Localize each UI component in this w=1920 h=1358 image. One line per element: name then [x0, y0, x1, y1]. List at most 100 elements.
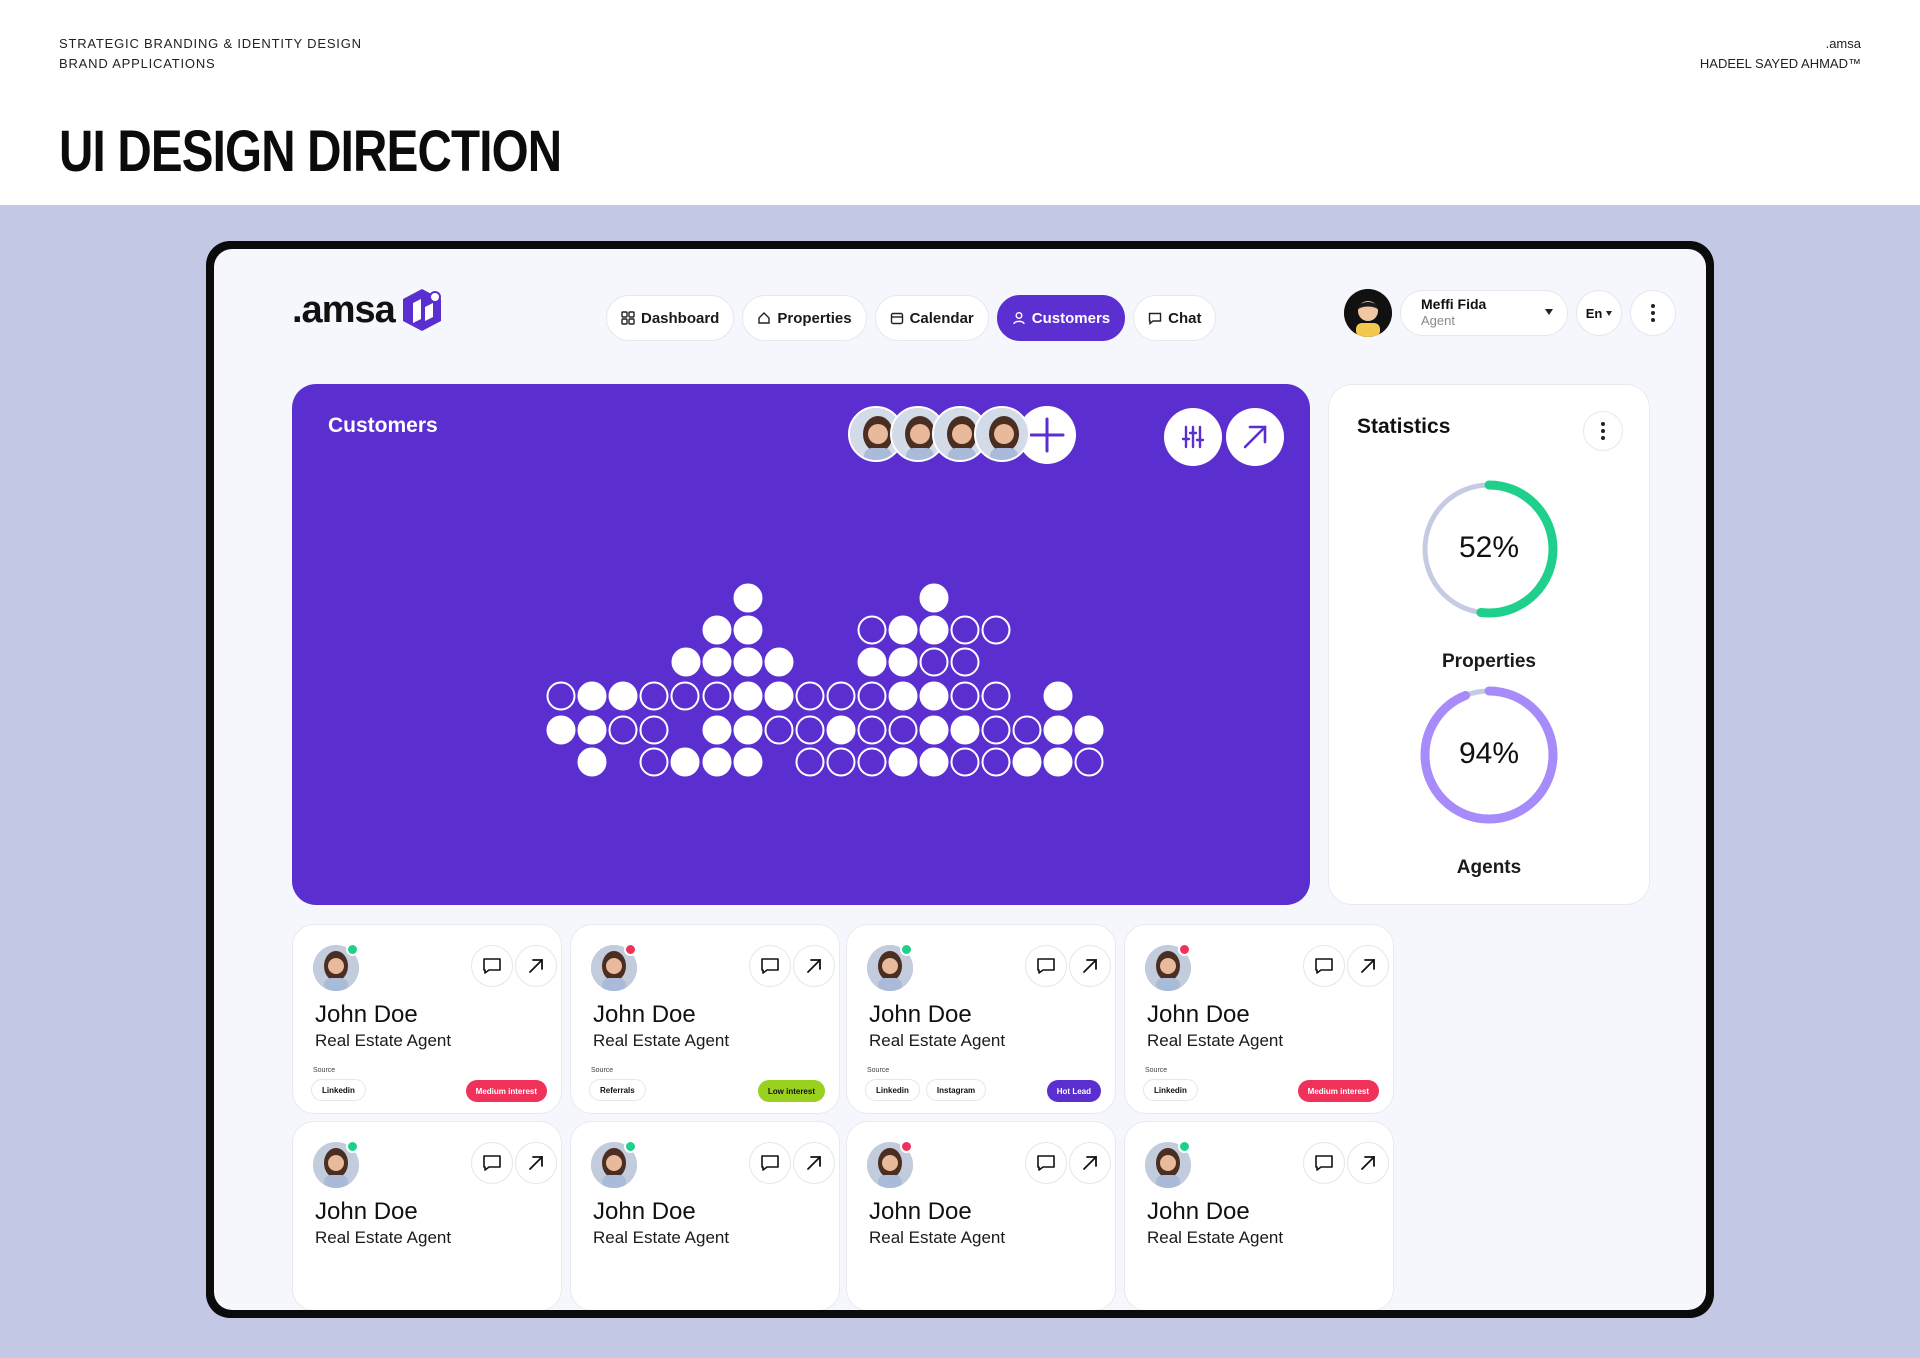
person-photo-icon: [1145, 1142, 1191, 1188]
customers-panel: Customers: [292, 384, 1310, 905]
filled-dot: [857, 647, 887, 677]
outline-dot: [950, 647, 980, 677]
user-name: Meffi Fida: [1421, 296, 1487, 312]
properties-label: Properties: [1442, 651, 1536, 672]
properties-ring-progress: [1420, 480, 1558, 618]
app-logo[interactable]: .amsa: [292, 287, 445, 333]
arrow-up-right-icon: [1361, 959, 1375, 973]
customer-card[interactable]: John Doe Real Estate Agent: [846, 1121, 1116, 1310]
statistics-more-button[interactable]: [1583, 411, 1623, 451]
outline-dot: [981, 615, 1011, 645]
language-selector[interactable]: En: [1576, 290, 1622, 336]
customer-card-avatar[interactable]: [1145, 1142, 1191, 1188]
status-dot: [900, 1140, 913, 1153]
chat-icon: [1037, 1155, 1055, 1171]
source-tag: Referrals: [589, 1079, 646, 1101]
chat-icon: [761, 1155, 779, 1171]
message-button[interactable]: [1303, 945, 1345, 987]
outline-dot: [826, 747, 856, 777]
arrow-up-right-icon: [807, 1156, 821, 1170]
source-label: Source: [313, 1067, 336, 1074]
source-label: Source: [867, 1067, 890, 1074]
filter-button[interactable]: [1164, 408, 1222, 466]
source-tags: Referrals: [589, 1079, 646, 1101]
customer-role: Real Estate Agent: [1147, 1031, 1284, 1050]
customer-card[interactable]: John Doe Real Estate Agent Source Linkedin M…: [1124, 924, 1394, 1114]
message-button[interactable]: [471, 1142, 513, 1184]
open-customer-button[interactable]: [515, 945, 557, 987]
open-customer-button[interactable]: [1347, 945, 1389, 987]
filled-dot: [733, 747, 763, 777]
agents-ring-chart: [1420, 686, 1558, 824]
app-screen: .amsa Dashboard Properties Calendar: [214, 249, 1706, 1310]
more-dot-icon: [1601, 436, 1605, 440]
presentation-subtitle: STRATEGIC BRANDING & IDENTITY DESIGN BRA…: [59, 34, 362, 74]
outline-dot: [981, 715, 1011, 745]
filled-dot: [1043, 747, 1073, 777]
nav-customers[interactable]: Customers: [996, 295, 1126, 341]
filled-dot: [733, 681, 763, 711]
source-tag: Linkedin: [1143, 1079, 1198, 1101]
chat-icon: [1315, 1155, 1333, 1171]
message-button[interactable]: [1303, 1142, 1345, 1184]
nav-chat[interactable]: Chat: [1133, 295, 1217, 341]
outline-dot: [1012, 715, 1042, 745]
customer-avatar[interactable]: [974, 406, 1030, 462]
open-customer-button[interactable]: [1347, 1142, 1389, 1184]
customer-card[interactable]: John Doe Real Estate Agent Source Linkedin I…: [846, 924, 1116, 1114]
add-customer-button[interactable]: [1018, 406, 1076, 464]
user-menu[interactable]: Meffi Fida Agent: [1400, 290, 1568, 336]
arrow-up-right-icon: [1083, 1156, 1097, 1170]
message-button[interactable]: [471, 945, 513, 987]
open-customer-button[interactable]: [515, 1142, 557, 1184]
nav-calendar[interactable]: Calendar: [874, 295, 989, 341]
status-dot: [1178, 943, 1191, 956]
more-menu-button[interactable]: [1630, 290, 1676, 336]
nav-properties-label: Properties: [777, 309, 852, 327]
outline-dot: [795, 747, 825, 777]
filled-dot: [826, 715, 856, 745]
customer-card[interactable]: John Doe Real Estate Agent: [1124, 1121, 1394, 1310]
properties-ring-chart: [1420, 480, 1558, 618]
open-customer-button[interactable]: [793, 945, 835, 987]
chevron-down-icon: [1606, 310, 1613, 316]
open-customers-button[interactable]: [1226, 408, 1284, 466]
message-button[interactable]: [1025, 945, 1067, 987]
open-customer-button[interactable]: [1069, 945, 1111, 987]
message-button[interactable]: [749, 945, 791, 987]
customer-card-avatar[interactable]: [1145, 945, 1191, 991]
customer-name: John Doe: [315, 1001, 418, 1028]
source-tag: Instagram: [925, 1079, 987, 1101]
nav-properties[interactable]: Properties: [742, 295, 867, 341]
user-avatar[interactable]: [1344, 289, 1392, 337]
outline-dot: [639, 681, 669, 711]
customer-card-avatar[interactable]: [867, 1142, 913, 1188]
person-photo-icon: [591, 1142, 637, 1188]
outline-dot: [857, 681, 887, 711]
status-dot: [1178, 1140, 1191, 1153]
customer-card[interactable]: John Doe Real Estate Agent Source Referrals…: [570, 924, 840, 1114]
message-button[interactable]: [749, 1142, 791, 1184]
customer-avatar[interactable]: [848, 406, 904, 462]
outline-dot: [639, 715, 669, 745]
outline-dot: [1074, 747, 1104, 777]
filled-dot: [888, 615, 918, 645]
customer-card[interactable]: John Doe Real Estate Agent Source Linkedin M…: [292, 924, 562, 1114]
open-customer-button[interactable]: [793, 1142, 835, 1184]
message-button[interactable]: [1025, 1142, 1067, 1184]
customer-card[interactable]: John Doe Real Estate Agent: [570, 1121, 840, 1310]
status-dot: [624, 1140, 637, 1153]
statistics-title: Statistics: [1357, 415, 1451, 438]
presentation-header: STRATEGIC BRANDING & IDENTITY DESIGN BRA…: [0, 0, 1920, 205]
open-customer-button[interactable]: [1069, 1142, 1111, 1184]
customer-card[interactable]: John Doe Real Estate Agent: [292, 1121, 562, 1310]
outline-dot: [857, 747, 887, 777]
filled-dot: [888, 681, 918, 711]
filled-dot: [919, 681, 949, 711]
filled-dot: [733, 615, 763, 645]
customer-card-avatar[interactable]: [313, 1142, 359, 1188]
language-label: En: [1585, 305, 1603, 321]
customer-avatar[interactable]: [890, 406, 946, 462]
filled-dot: [702, 747, 732, 777]
nav-dashboard[interactable]: Dashboard: [606, 295, 735, 341]
